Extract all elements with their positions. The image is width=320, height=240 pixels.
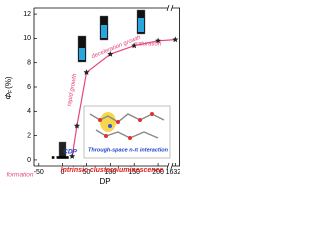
marker — [63, 156, 67, 159]
y-tick-label: 8 — [27, 60, 31, 67]
chart: ΦF(%) DP 024681012-5005010015020016326fo… — [4, 4, 185, 186]
axis-break-gap — [168, 5, 172, 11]
x-tick-label: 100 — [105, 169, 117, 176]
marker — [155, 37, 162, 44]
axis-break — [166, 162, 170, 170]
marker — [66, 156, 69, 159]
marker — [56, 156, 60, 159]
glow — [100, 112, 116, 132]
x-tick-label: -50 — [34, 169, 44, 176]
y-tick-label: 12 — [23, 11, 31, 18]
atom — [108, 124, 112, 128]
annotation: Through-space n-π interaction — [88, 147, 169, 153]
x-tick-label: 150 — [128, 169, 140, 176]
marker — [131, 42, 138, 49]
axis-break — [170, 162, 174, 170]
annotation: rapid growth — [67, 73, 79, 107]
marker — [51, 156, 55, 159]
marker — [69, 153, 76, 159]
marker — [58, 156, 62, 159]
annotation: CDP — [63, 149, 77, 156]
marker — [73, 122, 80, 129]
x-axis-label: DP — [99, 177, 110, 186]
inset — [83, 105, 171, 159]
y-tick-label: 6 — [27, 84, 31, 91]
y-label-unit: (%) — [4, 76, 13, 89]
x-tick-label: 50 — [83, 169, 91, 176]
annotation: saturation — [135, 42, 162, 48]
x-tick-label: 16326 — [166, 169, 180, 176]
y-axis-label: ΦF(%) — [4, 76, 14, 100]
annotation: formation — [6, 172, 33, 179]
y-label-sub: F — [8, 90, 14, 93]
marker — [83, 69, 90, 75]
y-tick-label: 0 — [27, 157, 31, 164]
y-label-symbol: Φ — [4, 93, 13, 100]
y-tick-label: 10 — [23, 35, 31, 42]
axis-break — [166, 4, 170, 12]
marker — [61, 156, 64, 159]
annotation: Intrinsic clusteroluminescence — [61, 167, 164, 174]
marker — [107, 50, 114, 57]
vials — [58, 9, 146, 159]
x-tick-label: 0 — [61, 169, 65, 176]
atoms — [98, 112, 154, 140]
axis-break — [170, 4, 174, 12]
page: ΦF(%) DP 024681012-5005010015020016326fo… — [4, 4, 186, 187]
y-tick-label: 4 — [27, 108, 31, 115]
x-tick-label: 200 — [152, 169, 164, 176]
axis-break-gap — [168, 163, 172, 169]
y-tick-label: 2 — [27, 132, 31, 139]
marker — [172, 36, 179, 43]
